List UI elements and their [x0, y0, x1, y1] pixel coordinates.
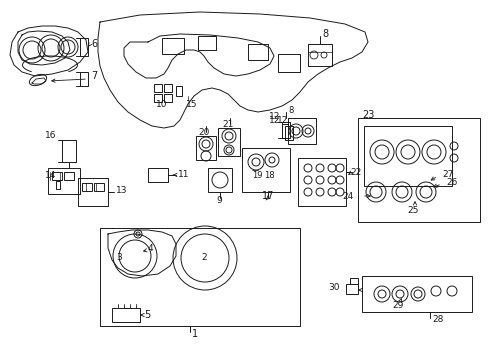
Text: 6: 6 [91, 39, 97, 49]
Bar [198, 36, 216, 50]
Bar [282, 124, 287, 138]
Bar [176, 86, 182, 96]
Text: 12: 12 [268, 116, 280, 125]
Bar [154, 94, 162, 102]
Text: 2: 2 [201, 253, 206, 262]
Bar [162, 38, 183, 54]
Bar [278, 54, 299, 72]
Bar [247, 44, 267, 60]
Bar [357, 118, 479, 222]
Bar [297, 158, 346, 206]
Text: 24: 24 [342, 192, 353, 201]
Text: 25: 25 [407, 206, 418, 215]
Text: 12: 12 [277, 116, 288, 125]
Bar [361, 276, 471, 312]
Text: 21: 21 [222, 120, 233, 129]
Bar [196, 136, 216, 160]
Text: 12: 12 [268, 112, 280, 121]
Text: 4: 4 [148, 243, 153, 252]
Bar [163, 84, 172, 92]
Bar [94, 183, 104, 191]
Bar [80, 72, 88, 86]
Bar [154, 84, 162, 92]
Bar [207, 168, 231, 192]
Bar [349, 278, 357, 284]
Text: 28: 28 [431, 315, 443, 324]
Text: 30: 30 [328, 284, 339, 292]
Bar [242, 148, 289, 192]
Text: 7: 7 [91, 71, 97, 81]
Text: 8: 8 [321, 29, 327, 39]
Text: 18: 18 [264, 171, 274, 180]
Text: 10: 10 [156, 99, 167, 108]
Text: 13: 13 [116, 185, 127, 194]
Text: 17: 17 [262, 191, 274, 201]
Bar [363, 126, 451, 186]
Text: 9: 9 [216, 195, 221, 204]
Text: 5: 5 [143, 310, 150, 320]
Bar [48, 168, 80, 194]
Text: 26: 26 [445, 177, 456, 186]
Bar [163, 94, 172, 102]
Bar [80, 38, 88, 56]
Bar [346, 284, 357, 294]
Bar [64, 172, 74, 180]
Text: 3: 3 [116, 253, 122, 262]
Text: 14: 14 [44, 171, 56, 180]
Text: 22: 22 [349, 167, 361, 176]
Bar [78, 178, 108, 206]
Text: 8: 8 [287, 105, 293, 114]
Text: 29: 29 [391, 302, 403, 310]
Bar [218, 128, 240, 156]
Bar [62, 140, 76, 162]
Text: 15: 15 [185, 99, 197, 108]
Bar [282, 122, 289, 138]
Bar [56, 181, 60, 189]
Bar [148, 168, 168, 182]
Bar [52, 172, 62, 180]
Text: 27: 27 [441, 170, 452, 179]
Bar [112, 308, 140, 322]
Text: 11: 11 [178, 170, 189, 179]
Bar [100, 228, 299, 326]
Text: 16: 16 [44, 131, 56, 140]
Bar [287, 118, 315, 144]
Bar [82, 183, 92, 191]
Bar [285, 126, 292, 140]
Text: 1: 1 [192, 329, 198, 339]
Text: 19: 19 [251, 171, 262, 180]
Text: 23: 23 [361, 110, 374, 120]
Text: 20: 20 [198, 127, 209, 136]
Bar [307, 44, 331, 66]
